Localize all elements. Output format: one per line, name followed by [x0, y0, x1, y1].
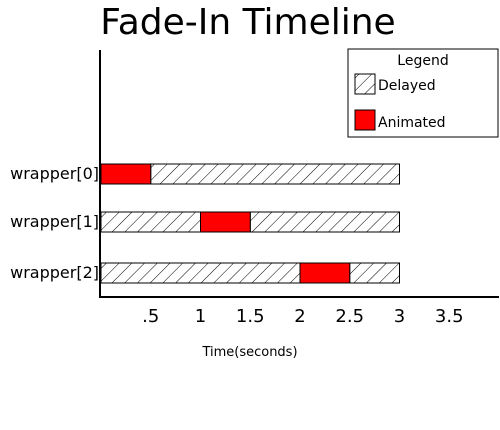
legend-title: Legend	[397, 53, 448, 69]
x-tick-label-0: .5	[142, 306, 159, 327]
x-axis-label: Time(seconds)	[201, 345, 297, 360]
category-label-1: wrapper[1]	[10, 212, 99, 231]
bar-delayed-1-1	[249, 211, 400, 233]
category-label-0: wrapper[0]	[10, 164, 99, 183]
legend-swatch-delayed	[354, 73, 376, 95]
x-tick-label-1: 1	[195, 306, 206, 327]
chart-title: Fade-In Timeline	[100, 2, 395, 43]
bars-layer	[100, 163, 400, 284]
legend: Legend Delayed Animated	[347, 48, 499, 138]
bar-delayed-2-0	[100, 262, 301, 284]
x-tick-label-3: 2	[294, 306, 305, 327]
x-tick-label-6: 3.5	[435, 306, 464, 327]
x-tick-labels: .5 1 1.5 2 2.5 3 3.5	[142, 306, 463, 327]
legend-label-animated: Animated	[378, 115, 446, 131]
legend-label-delayed: Delayed	[378, 78, 436, 94]
legend-swatch-animated	[354, 109, 376, 131]
bar-delayed-0-0	[150, 163, 400, 185]
x-tick-label-4: 2.5	[335, 306, 364, 327]
bar-animated-0-0	[100, 163, 152, 185]
bar-delayed-2-1	[349, 262, 400, 284]
category-labels: wrapper[0] wrapper[1] wrapper[2]	[10, 164, 99, 282]
x-tick-label-2: 1.5	[236, 306, 265, 327]
category-label-2: wrapper[2]	[10, 263, 99, 282]
bar-animated-1-0	[200, 211, 251, 233]
bar-animated-2-0	[299, 262, 351, 284]
x-tick-label-5: 3	[394, 306, 405, 327]
bar-delayed-1-0	[100, 211, 201, 233]
